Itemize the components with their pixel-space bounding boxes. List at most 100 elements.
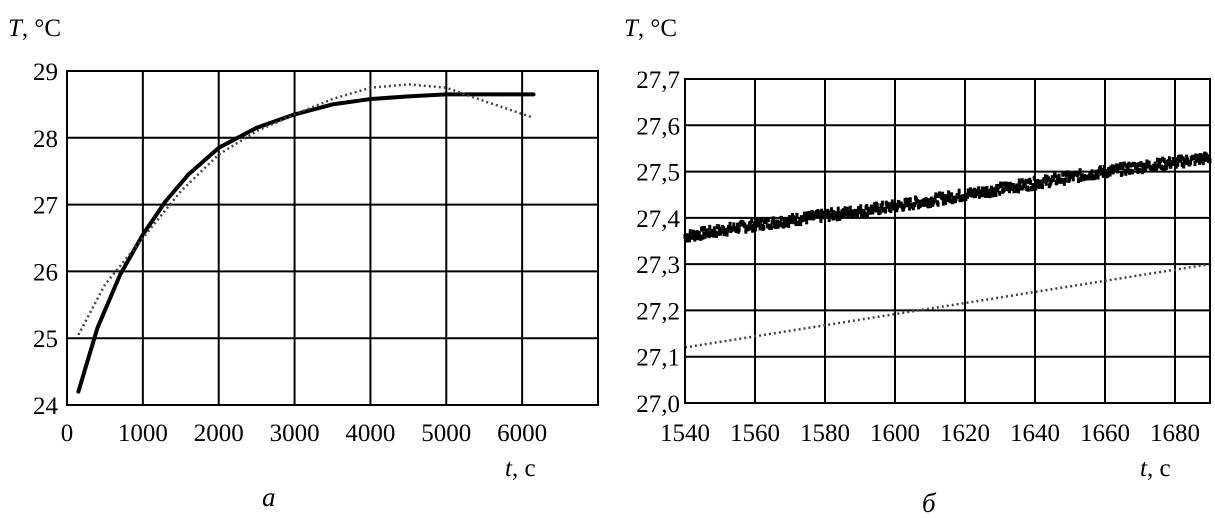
panel-b-noisy-point: [1010, 185, 1014, 191]
panel-b-noisy-point: [839, 214, 843, 220]
panel-a-x-tick-label: 2000: [194, 420, 244, 447]
panel-b-noisy-point: [1093, 174, 1097, 180]
panel-b-noisy-point: [744, 228, 748, 234]
panel-b-noisy-point: [881, 200, 885, 206]
panel-b-noisy-point: [1122, 161, 1126, 167]
panel-b-series-noisy: [683, 151, 1212, 243]
panel-b-noisy-point: [829, 212, 833, 218]
panel-b-noisy-point: [971, 188, 975, 194]
panel-b-noisy-point: [1115, 165, 1119, 171]
panel-b-noisy-point: [1180, 162, 1184, 168]
panel-b-noisy-point: [820, 208, 824, 214]
panel-b-noisy-point: [1144, 164, 1148, 170]
panel-b-noisy-point: [1179, 154, 1183, 160]
panel-b-noisy-point: [1040, 179, 1044, 185]
panel-b-noisy-point: [890, 202, 894, 208]
panel-b-noisy-point: [849, 208, 853, 214]
panel-b-noisy-point: [876, 206, 880, 212]
panel-b-noisy-point: [845, 206, 849, 212]
panel-b-noisy-point: [747, 224, 751, 230]
panel-b-noisy-point: [1137, 162, 1141, 168]
panel-b-noisy-point: [872, 205, 876, 211]
panel-b-x-axis-var: t: [1140, 455, 1148, 482]
panel-b-noisy-point: [1016, 188, 1020, 194]
panel-b-noisy-point: [902, 206, 906, 212]
panel-b-noisy-point: [1007, 188, 1011, 194]
panel-b-noisy-point: [1020, 178, 1024, 184]
panel-a-y-axis-unit: , °C: [22, 15, 61, 42]
panel-b-noisy-point: [985, 185, 989, 191]
panel-b-noisy-point: [858, 207, 862, 213]
panel-b-noisy-point: [918, 203, 922, 209]
panel-b-noisy-point: [1125, 163, 1129, 169]
panel-b-noisy-point: [1076, 172, 1080, 178]
panel-b-noisy-point: [720, 228, 724, 234]
panel-b-noisy-point: [743, 223, 747, 229]
panel-b-noisy-point: [751, 227, 755, 233]
panel-b-noisy-point: [922, 198, 926, 204]
panel-b-noisy-point: [894, 202, 898, 208]
panel-b-noisy-point: [1153, 161, 1157, 167]
panel-b-noisy-point: [995, 184, 999, 190]
panel-b-noisy-point: [947, 193, 951, 199]
panel-b-noisy-point: [932, 197, 936, 203]
panel-b-noisy-point: [772, 223, 776, 229]
panel-b-noisy-point: [972, 193, 976, 199]
panel-b-noisy-point: [838, 215, 842, 221]
panel-b-noisy-point: [976, 190, 980, 196]
panel-b-noisy-point: [1013, 185, 1017, 191]
panel-b-noisy-point: [749, 225, 753, 231]
panel-b-noisy-point: [1157, 162, 1161, 168]
panel-b-noisy-point: [1160, 165, 1164, 171]
panel-b-noisy-point: [875, 203, 879, 209]
panel-b-noisy-point: [1096, 174, 1100, 180]
panel-b-noisy-point: [860, 212, 864, 218]
panel-b-noisy-point: [841, 208, 845, 214]
panel-b-noisy-point: [1135, 163, 1139, 169]
panel-b-noisy-point: [1177, 157, 1181, 163]
panel-b-noisy-point: [995, 187, 999, 193]
panel-a-x-tick-label: 3000: [270, 420, 320, 447]
panel-b-grid: [684, 78, 1210, 404]
panel-b-noisy-point: [884, 208, 888, 214]
panel-b-noisy-point: [1106, 172, 1110, 178]
panel-b-noisy-point: [1188, 159, 1192, 165]
panel-b-noisy-point: [869, 209, 873, 215]
panel-b-noisy-point: [887, 206, 891, 212]
panel-b-x-tick-label: 1660: [1080, 420, 1130, 447]
panel-b-noisy-point: [778, 221, 782, 227]
panel-b-noisy-point: [775, 219, 779, 225]
panel-a-y-axis-label: T, °C: [8, 15, 61, 42]
panel-b-noisy-point: [1038, 180, 1042, 186]
panel-b-noisy-point: [721, 225, 725, 231]
panel-b-noisy-point: [1064, 177, 1068, 183]
panel-a-x-axis-var: t: [505, 455, 513, 482]
panel-b-noisy-point: [847, 210, 851, 216]
panel-b-noisy-point: [947, 190, 951, 196]
panel-b-noisy-point: [1007, 182, 1011, 188]
panel-b-noisy-point: [1056, 178, 1060, 184]
panel-b-noisy-point: [836, 206, 840, 212]
panel-b-x-tick-label: 1680: [1150, 420, 1200, 447]
panel-b-noisy-point: [712, 226, 716, 232]
panel-b-noisy-point: [687, 233, 691, 239]
panel-b-noisy-point: [772, 216, 776, 222]
panel-b-noisy-point: [908, 197, 912, 203]
panel-b-noisy-point: [958, 197, 962, 203]
panel-b-noisy-point: [1019, 185, 1023, 191]
panel-a-y-tick-label: 24: [33, 393, 59, 420]
panel-b-noisy-point: [817, 210, 821, 216]
panel-b-noisy-point: [862, 209, 866, 215]
panel-b-noisy-point: [929, 196, 933, 202]
panel-b-noisy-point: [1110, 164, 1114, 170]
panel-b-noisy-point: [825, 213, 829, 219]
panel-b-noisy-point: [1062, 171, 1066, 177]
panel-b-noisy-point: [873, 201, 877, 207]
panel-b-noisy-point: [1200, 155, 1204, 161]
panel-b-noisy-point: [1120, 170, 1124, 176]
panel-b-noisy-point: [1021, 185, 1025, 191]
panel-b-noisy-point: [998, 190, 1002, 196]
panel-a-grid: [66, 70, 598, 406]
panel-b-noisy-point: [756, 218, 760, 224]
panel-b-noisy-point: [1108, 171, 1112, 177]
